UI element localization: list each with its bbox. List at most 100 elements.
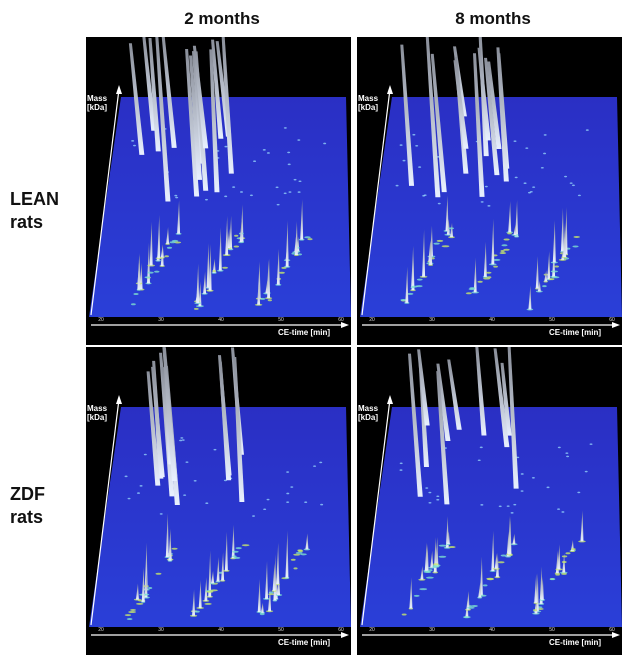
spot [287, 151, 291, 154]
tall-peak [417, 349, 430, 426]
spot [260, 297, 266, 300]
peak [491, 530, 495, 571]
spot [283, 127, 287, 129]
spot [181, 439, 185, 441]
axis-label: CE-time [min] [549, 328, 601, 337]
peak [203, 271, 207, 294]
spot [259, 613, 265, 616]
peak [192, 589, 196, 616]
peak [494, 553, 498, 569]
spot [232, 555, 237, 558]
spot [295, 551, 303, 554]
tall-peak [400, 44, 415, 186]
peak [165, 513, 169, 558]
spot [124, 475, 128, 478]
column-header: 2 months [184, 9, 260, 28]
peak [144, 572, 148, 598]
peak [544, 270, 548, 282]
peak [276, 542, 280, 585]
spot [275, 186, 279, 189]
spot [471, 604, 478, 607]
spot [204, 602, 212, 605]
spot [402, 159, 406, 162]
spot [503, 248, 510, 251]
tall-peak [477, 47, 491, 141]
spot [484, 185, 488, 188]
tall-peak [211, 39, 224, 139]
peak [204, 577, 208, 601]
peak [157, 214, 161, 259]
peak [479, 556, 483, 596]
tick-label: 20 [369, 627, 375, 633]
spot [252, 515, 256, 517]
spot [304, 501, 308, 504]
tall-peak [436, 371, 450, 505]
peak [422, 229, 426, 277]
spot [283, 265, 291, 268]
spot [432, 565, 440, 568]
peak [141, 567, 145, 602]
peak [149, 221, 153, 266]
peak [265, 560, 269, 599]
spot [179, 439, 183, 442]
arrow-head [116, 395, 122, 404]
tall-peak [475, 347, 487, 436]
spot [571, 184, 575, 187]
spot [543, 134, 547, 136]
spot [423, 194, 427, 196]
peak [507, 515, 511, 555]
peak [534, 573, 538, 603]
spot [550, 270, 559, 273]
spot [520, 473, 524, 475]
spot [441, 245, 450, 248]
spot [507, 232, 512, 235]
axis-label: Mass [87, 404, 108, 413]
spot [278, 271, 285, 274]
peak [537, 280, 541, 292]
arrow-head [612, 322, 620, 328]
spot [400, 298, 407, 301]
spot [131, 140, 135, 142]
spot [297, 139, 301, 141]
peak [218, 227, 222, 271]
spot [513, 503, 517, 506]
peak [580, 510, 584, 542]
spot [268, 593, 275, 596]
spot [561, 572, 568, 575]
peak [225, 216, 229, 256]
peak [168, 528, 172, 561]
spot [418, 166, 422, 168]
spot [287, 163, 291, 166]
spot [298, 180, 302, 183]
spot [262, 149, 266, 151]
tick-label: 20 [98, 627, 104, 633]
peak [420, 565, 424, 580]
spot [288, 191, 292, 193]
peak [411, 245, 415, 288]
plot-floor [89, 407, 351, 627]
spot [542, 285, 547, 288]
peak [294, 221, 298, 256]
peak [196, 263, 200, 304]
arrow-head [387, 395, 393, 404]
tick-label: 40 [218, 317, 224, 323]
peak [276, 248, 280, 285]
tall-peak [221, 37, 234, 174]
spot [486, 577, 494, 580]
spot [548, 278, 555, 281]
spot [565, 552, 571, 555]
peak [560, 207, 564, 252]
spot [436, 239, 444, 242]
spot [399, 469, 403, 471]
mass-axis [361, 88, 391, 316]
spot [180, 437, 184, 439]
peak [430, 550, 434, 568]
spot [406, 292, 414, 295]
tick-label: 30 [429, 627, 435, 633]
spot [433, 242, 440, 245]
spot [313, 465, 317, 467]
spot [147, 586, 153, 589]
spot [436, 495, 440, 498]
spot [531, 477, 535, 479]
